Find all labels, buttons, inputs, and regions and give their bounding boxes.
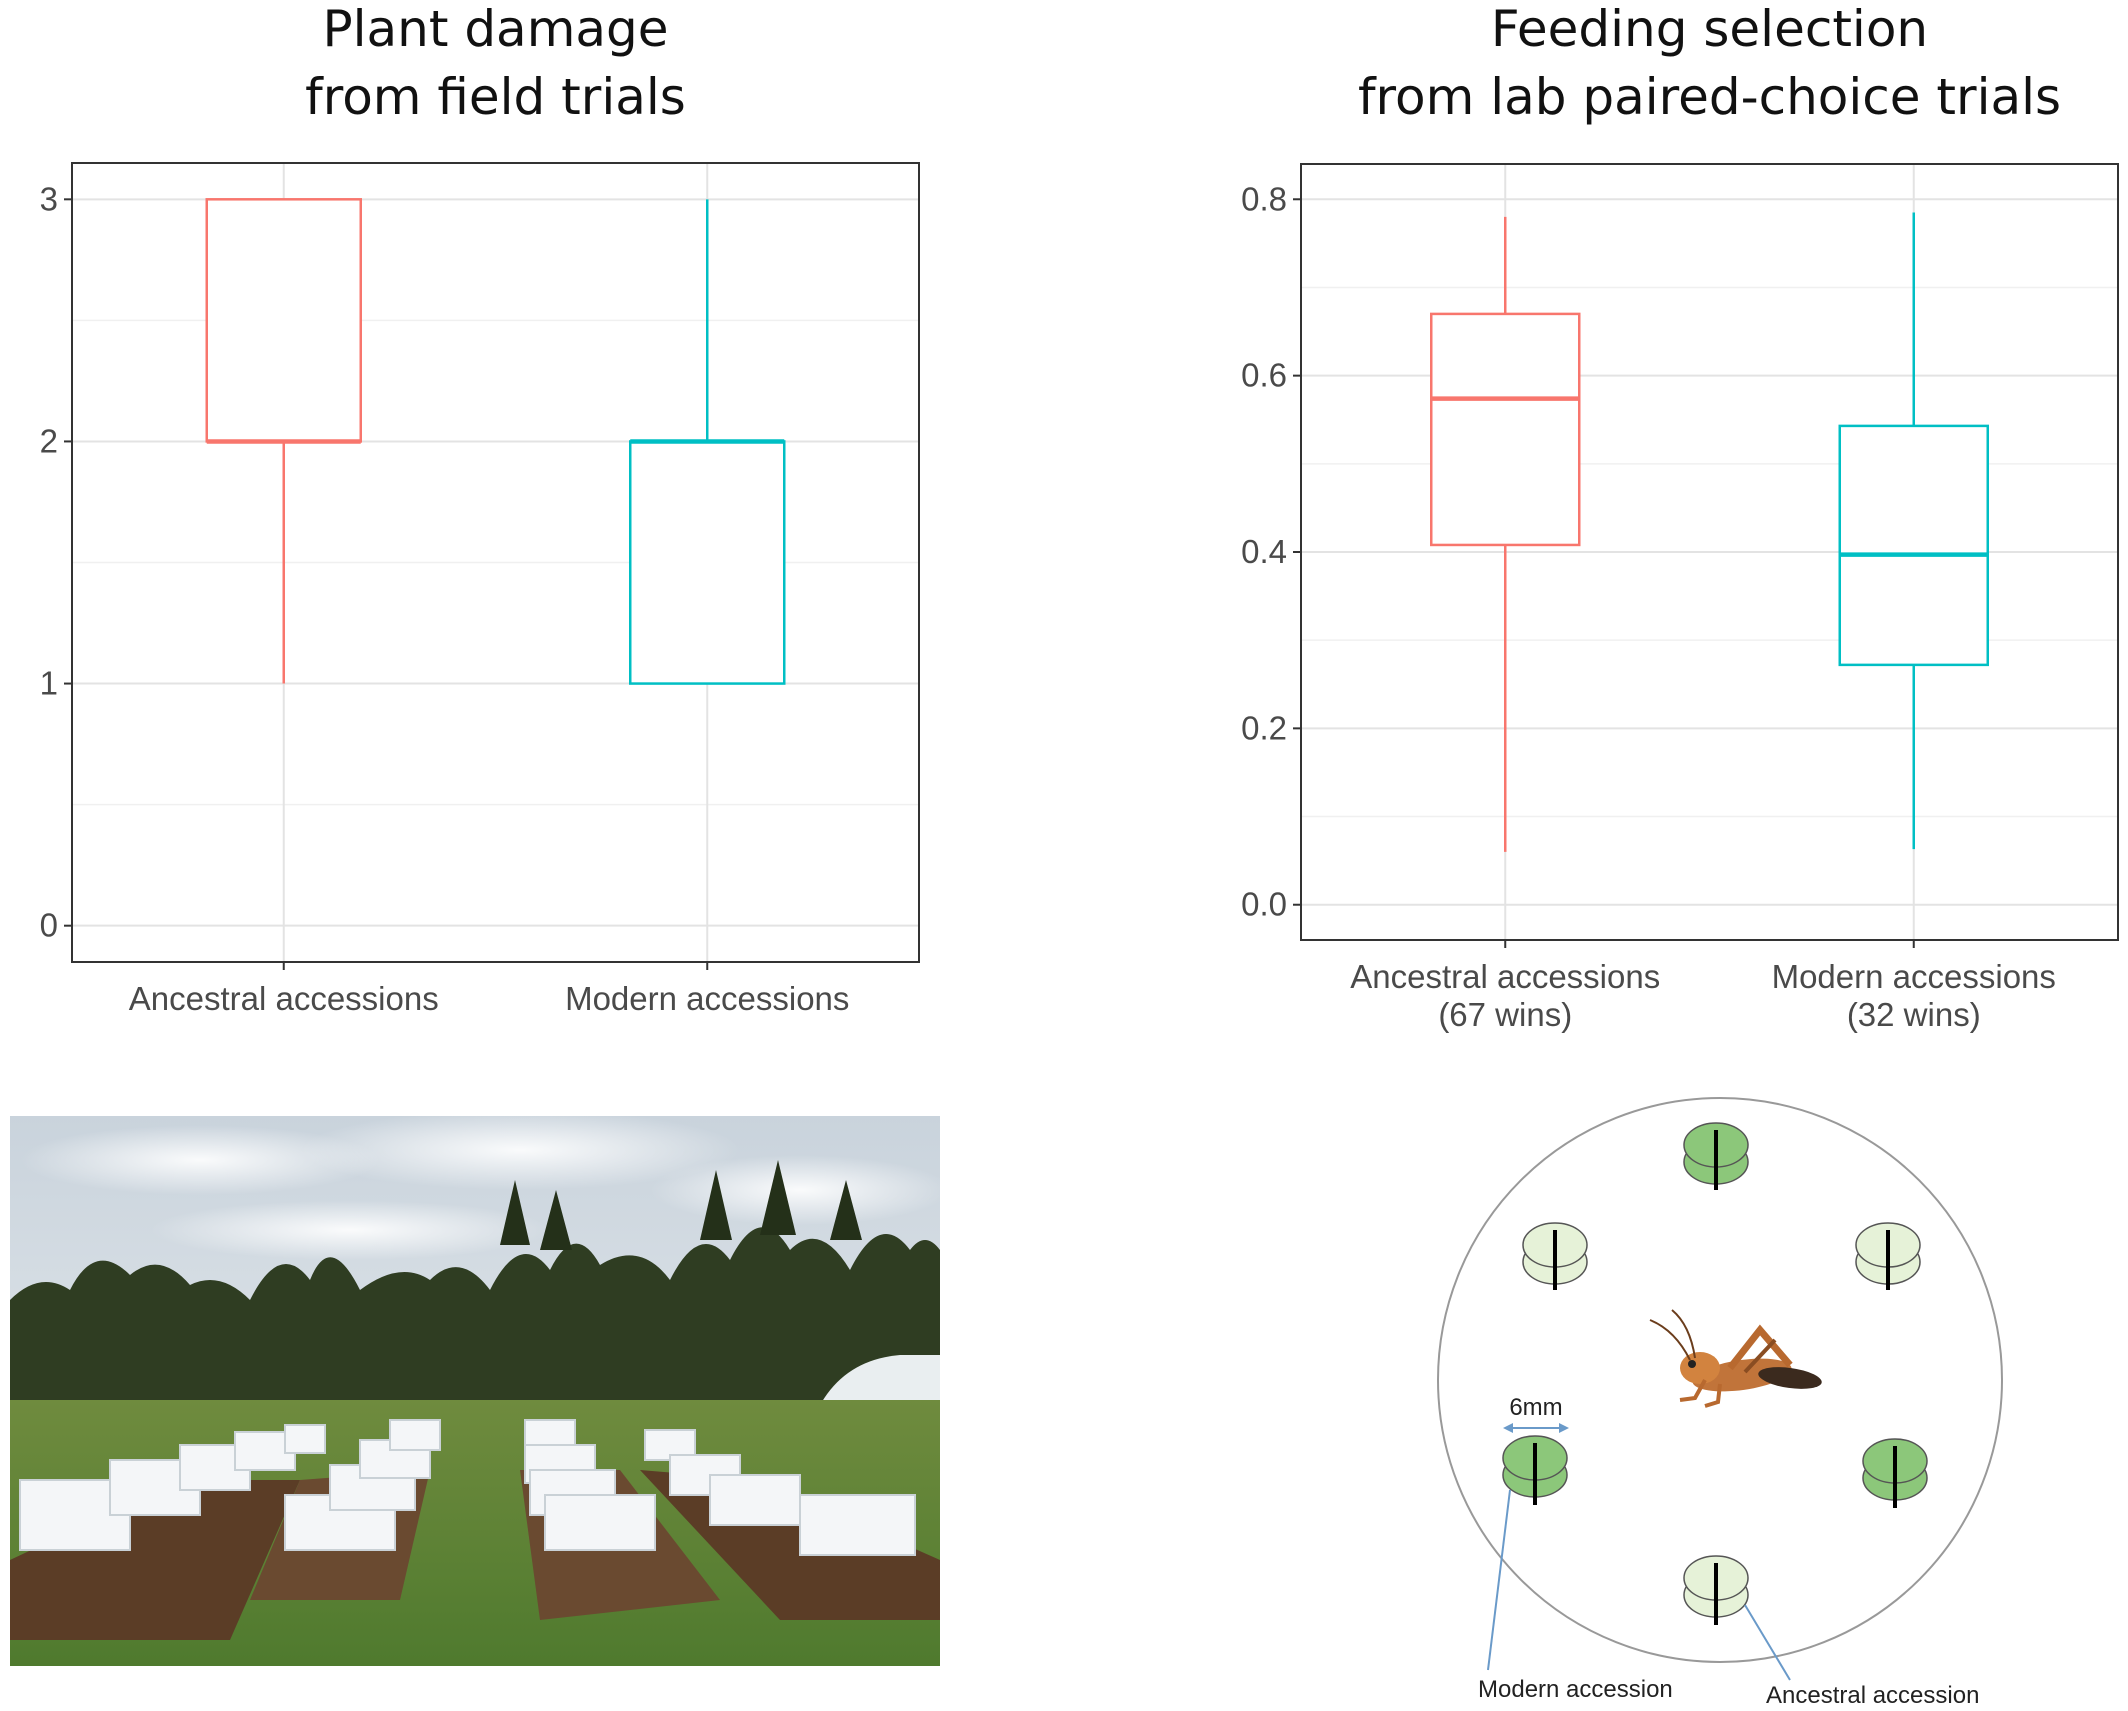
- y-tick-label: 0.0: [1241, 886, 1287, 923]
- modern-pointer: [1487, 1489, 1511, 1671]
- field-trial-photo: [10, 1110, 950, 1666]
- leaf-disc-ancestral: [1522, 1222, 1588, 1290]
- y-tick-label: 0.6: [1241, 357, 1287, 394]
- box: [1838, 424, 1989, 667]
- leaf-disc-modern: [1502, 1435, 1568, 1505]
- chart-title-line: Feeding selection: [1491, 0, 1928, 58]
- panel-border: [1300, 163, 2119, 941]
- y-tick-label: 2: [40, 422, 58, 459]
- x-category-label: Modern accessions: [565, 980, 849, 1017]
- y-tick-label: 0: [40, 907, 58, 944]
- x-category-label: Ancestral accessions: [1350, 958, 1660, 995]
- y-tick-label: 0.4: [1241, 533, 1287, 570]
- arena-diagram: [1437, 1097, 2003, 1681]
- x-category-label: Ancestral accessions: [129, 980, 439, 1017]
- y-tick-label: 1: [40, 665, 58, 702]
- chart-title-line: from lab paired-choice trials: [1358, 68, 2061, 126]
- chart-title-line: Plant damage: [322, 0, 668, 58]
- x-category-label: (32 wins): [1847, 996, 1981, 1033]
- box: [1430, 312, 1581, 547]
- leaf-disc-ancestral: [1683, 1555, 1749, 1625]
- ancestral-pointer: [1744, 1604, 1791, 1681]
- y-tick-label: 0.2: [1241, 709, 1287, 746]
- ancestral-accession-label: Ancestral accession: [1766, 1682, 1979, 1709]
- x-category-label: Modern accessions: [1772, 958, 2056, 995]
- chart-title-line: from field trials: [305, 68, 686, 126]
- leaf-disc-modern: [1683, 1122, 1749, 1190]
- leaf-disc-ancestral: [1855, 1222, 1921, 1290]
- y-tick-label: 0.8: [1241, 180, 1287, 217]
- arena-circle: [1437, 1097, 2003, 1663]
- size-label: 6mm: [1509, 1394, 1562, 1421]
- leaf-disc-modern: [1862, 1438, 1928, 1508]
- panel-border: [71, 162, 920, 963]
- box: [629, 440, 786, 685]
- locust-icon: [1649, 1309, 1822, 1408]
- modern-accession-label: Modern accession: [1478, 1676, 1673, 1703]
- y-tick-label: 3: [40, 180, 58, 217]
- x-category-label: (67 wins): [1438, 996, 1572, 1033]
- box: [205, 198, 362, 443]
